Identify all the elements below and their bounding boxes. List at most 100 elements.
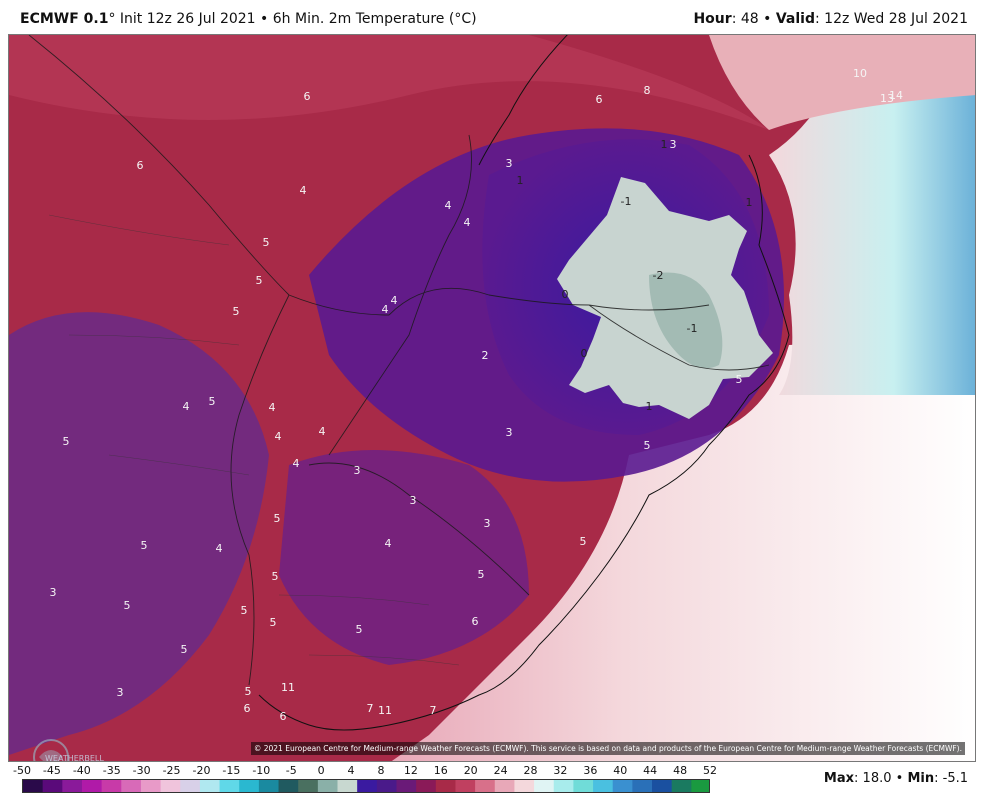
map-label: 2 bbox=[482, 349, 489, 362]
map-label: 6 bbox=[304, 90, 311, 103]
map-label: 4 bbox=[464, 216, 471, 229]
hour-label: Hour bbox=[693, 11, 732, 27]
logo-text: WEATHERBELL bbox=[45, 754, 104, 762]
weatherbell-logo: WEATHERBELL bbox=[33, 739, 104, 762]
map-label: 5 bbox=[270, 616, 277, 629]
valid-value: 12z Wed 28 Jul 2021 bbox=[824, 11, 968, 27]
map-label: 1 bbox=[517, 174, 524, 187]
legend-swatch bbox=[278, 780, 299, 792]
map-label: 5 bbox=[233, 305, 240, 318]
legend-swatch bbox=[514, 780, 535, 792]
legend-swatch bbox=[455, 780, 476, 792]
legend-swatch bbox=[160, 780, 181, 792]
legend-tick: -10 bbox=[252, 764, 271, 777]
legend-swatch bbox=[258, 780, 280, 792]
map-label: 6 bbox=[244, 702, 251, 715]
legend-tick: 48 bbox=[673, 764, 688, 777]
legend-swatch bbox=[23, 780, 44, 792]
legend-tick: 16 bbox=[433, 764, 448, 777]
legend-tick: -30 bbox=[132, 764, 151, 777]
legend-tick: 24 bbox=[493, 764, 508, 777]
temperature-map[interactable]: -1 -2 -1 0 0 1 1 1 1 2 3 3 3 3 3 3 3 3 4 4 4 4 4 4 4 4 4 4 4 4 5 5 5 5 5 5 5… bbox=[8, 34, 976, 762]
ocean-east bbox=[769, 35, 975, 395]
legend-tick: -20 bbox=[192, 764, 211, 777]
map-label: 11 bbox=[378, 704, 392, 717]
map-label: 1 bbox=[646, 400, 653, 413]
valid-info: Hour: 48 • Valid: 12z Wed 28 Jul 2021 bbox=[693, 11, 968, 27]
map-label: 5 bbox=[141, 539, 148, 552]
map-label: -1 bbox=[621, 195, 632, 208]
legend-tick: 20 bbox=[463, 764, 478, 777]
map-label: 3 bbox=[484, 517, 491, 530]
legend-colorbar bbox=[22, 779, 710, 793]
map-label: 4 bbox=[319, 425, 326, 438]
map-label: -2 bbox=[653, 269, 664, 282]
map-label: 1 bbox=[661, 138, 668, 151]
map-label: 10 bbox=[853, 67, 867, 80]
ocean-south bbox=[391, 335, 975, 761]
legend-swatch bbox=[612, 780, 633, 792]
map-label: 3 bbox=[50, 586, 57, 599]
header-bar: ECMWF 0.1° Init 12z 26 Jul 2021 • 6h Min… bbox=[0, 0, 984, 34]
legend-swatch bbox=[593, 780, 614, 792]
map-label: 5 bbox=[272, 570, 279, 583]
bullet: • bbox=[895, 771, 904, 786]
map-label: 5 bbox=[356, 623, 363, 636]
legend-swatch bbox=[691, 780, 709, 792]
legend-tick: -40 bbox=[72, 764, 91, 777]
map-label: 5 bbox=[245, 685, 252, 698]
legend-tick: 28 bbox=[523, 764, 538, 777]
map-title: ECMWF 0.1° Init 12z 26 Jul 2021 • 6h Min… bbox=[20, 11, 477, 27]
map-label: 5 bbox=[580, 535, 587, 548]
color-legend: -50 -45 -40 -35 -30 -25 -20 -15 -10 -5 0 4 8 12 16 20 24… bbox=[12, 764, 717, 804]
map-label: 4 bbox=[183, 400, 190, 413]
legend-swatch bbox=[219, 780, 240, 792]
legend-swatch bbox=[239, 780, 260, 792]
map-label: 0 bbox=[562, 288, 569, 301]
hour-value: 48 bbox=[740, 11, 759, 27]
legend-swatch bbox=[573, 780, 594, 792]
legend-tick: 52 bbox=[703, 764, 717, 777]
max-value: 18.0 bbox=[862, 771, 892, 786]
map-label: 5 bbox=[736, 373, 743, 386]
map-label: 3 bbox=[506, 157, 513, 170]
legend-swatch bbox=[199, 780, 221, 792]
map-label: 5 bbox=[124, 599, 131, 612]
warm-band-north bbox=[9, 35, 769, 130]
legend-ticks: -50 -45 -40 -35 -30 -25 -20 -15 -10 -5 0 4 8 12 16 20 24… bbox=[12, 764, 717, 778]
legend-swatch bbox=[416, 780, 437, 792]
legend-tick: 44 bbox=[643, 764, 658, 777]
legend-tick: -45 bbox=[42, 764, 61, 777]
legend-tick: -5 bbox=[285, 764, 297, 777]
map-label: -1 bbox=[687, 322, 698, 335]
map-label: 3 bbox=[670, 138, 677, 151]
legend-swatch bbox=[652, 780, 673, 792]
sub-borders bbox=[48, 214, 460, 666]
ocean-northeast bbox=[709, 35, 975, 130]
purple-region-center bbox=[279, 450, 529, 665]
legend-tick: -15 bbox=[222, 764, 241, 777]
map-label: 5 bbox=[263, 236, 270, 249]
map-label: 6 bbox=[472, 615, 479, 628]
legend-tick: -50 bbox=[13, 764, 31, 777]
map-label: 6 bbox=[280, 710, 287, 723]
map-label: 3 bbox=[506, 426, 513, 439]
map-label: 4 bbox=[300, 184, 307, 197]
map-label: 4 bbox=[385, 537, 392, 550]
map-label: 4 bbox=[382, 303, 389, 316]
legend-swatch bbox=[435, 780, 457, 792]
map-label: 7 bbox=[430, 704, 437, 717]
legend-swatch bbox=[494, 780, 516, 792]
init-time: Init 12z 26 Jul 2021 bbox=[119, 11, 256, 27]
legend-swatch bbox=[396, 780, 417, 792]
purple-region-west bbox=[9, 312, 269, 755]
legend-swatch bbox=[632, 780, 653, 792]
legend-swatch bbox=[62, 780, 83, 792]
map-label: 5 bbox=[181, 643, 188, 656]
map-label: 3 bbox=[117, 686, 124, 699]
legend-swatch bbox=[671, 780, 692, 792]
legend-swatch bbox=[121, 780, 142, 792]
legend-swatch bbox=[317, 780, 339, 792]
legend-swatch bbox=[534, 780, 555, 792]
map-label: 5 bbox=[241, 604, 248, 617]
